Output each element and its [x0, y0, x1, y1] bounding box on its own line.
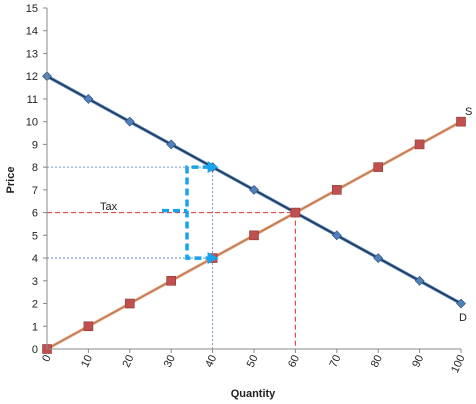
y-tick-label: 11	[27, 94, 38, 106]
supply-point	[249, 230, 259, 241]
guide-lines	[47, 166, 296, 349]
y-tick-label: 3	[32, 276, 38, 288]
demand-point	[331, 230, 342, 241]
x-tick-label: 100	[449, 353, 468, 375]
x-axis-ticks: 0 10 20 30 40 50 60 70 80 90 100	[40, 349, 468, 375]
supply-point	[456, 116, 466, 127]
x-tick-label: 30	[162, 353, 178, 369]
supply-point	[125, 298, 135, 309]
supply-point	[290, 207, 301, 218]
x-tick-label: 90	[410, 353, 426, 369]
y-tick-label: 0	[32, 344, 38, 356]
tax-arrowhead-bottom	[207, 252, 219, 265]
supply-point	[166, 275, 176, 286]
demand-point	[83, 94, 94, 104]
demand-point	[456, 298, 466, 309]
x-tick-label: 10	[79, 353, 95, 369]
y-tick-label: 4	[32, 253, 38, 265]
demand-point	[414, 275, 425, 286]
y-tick-label: 15	[26, 3, 38, 15]
y-tick-label: 10	[26, 117, 38, 129]
series-label-s: S	[465, 106, 472, 118]
x-tick-label: 60	[286, 353, 302, 369]
x-tick-label: 0	[40, 353, 53, 364]
y-tick-label: 6	[32, 208, 38, 220]
y-tick-label: 14	[26, 26, 38, 38]
y-tick-label: 12	[26, 71, 38, 83]
y-tick-label: 13	[26, 48, 38, 60]
axes	[46, 8, 461, 350]
tax-arrowhead-top	[207, 161, 219, 174]
x-tick-label: 50	[245, 353, 261, 369]
demand-point	[249, 184, 259, 195]
x-tick-label: 40	[203, 353, 219, 369]
y-axis-title: Price	[5, 167, 17, 194]
x-tick-label: 20	[120, 353, 136, 369]
tax-label: Tax	[100, 201, 118, 213]
demand-point	[373, 253, 384, 263]
supply-point	[414, 139, 425, 150]
series-label-d: D	[459, 312, 467, 324]
tax-annotation	[162, 161, 219, 265]
series-layer	[42, 71, 466, 354]
tax-bracket	[185, 165, 210, 260]
supply-point	[373, 162, 384, 172]
demand-point	[124, 116, 135, 127]
x-tick-label: 80	[369, 353, 385, 369]
x-axis-title: Quantity	[231, 388, 276, 400]
y-tick-label: 9	[32, 139, 38, 151]
y-tick-label: 1	[32, 321, 38, 333]
supply-point	[83, 321, 94, 332]
y-tick-label: 8	[32, 162, 38, 174]
demand-point	[166, 139, 177, 150]
y-tick-label: 7	[32, 185, 38, 197]
y-tick-label: 5	[32, 230, 38, 242]
supply-point	[331, 185, 342, 195]
x-tick-label: 70	[327, 353, 343, 369]
y-tick-label: 2	[32, 299, 38, 311]
